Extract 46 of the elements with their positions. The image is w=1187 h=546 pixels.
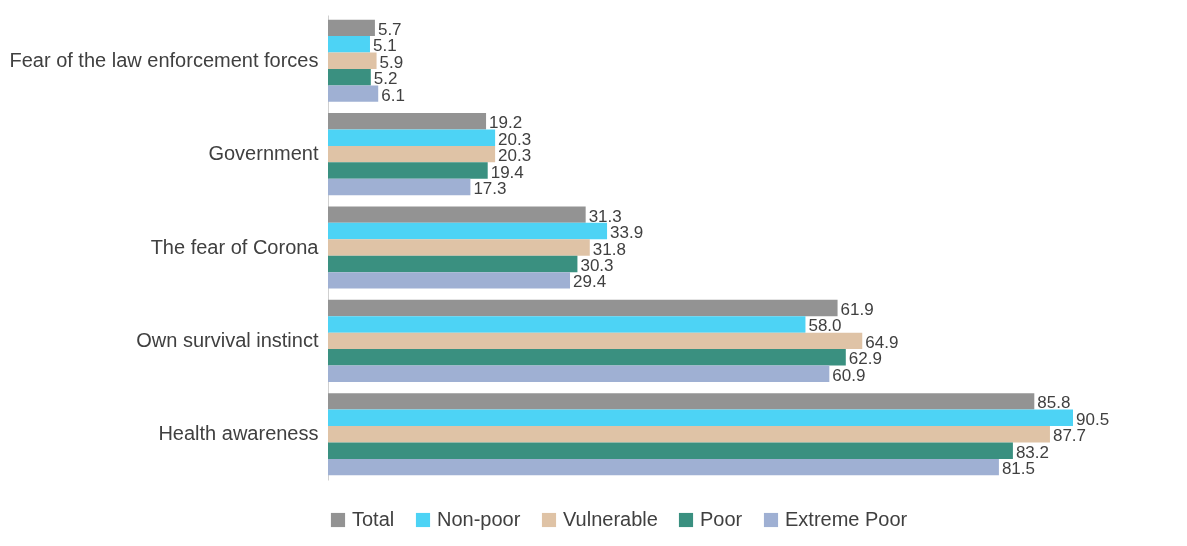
y-tick-label: Health awareness	[158, 422, 319, 445]
bar	[328, 85, 379, 102]
bar	[328, 129, 496, 146]
bar	[328, 349, 846, 366]
data-label: 87.7	[1052, 426, 1087, 446]
bar	[328, 239, 590, 256]
y-tick-label: Fear of the law enforcement forces	[9, 48, 319, 71]
bar	[328, 458, 999, 476]
bar	[328, 206, 586, 223]
bar	[328, 145, 496, 163]
legend-label: Total	[352, 508, 395, 530]
bar	[328, 426, 1050, 443]
data-label: 58.0	[808, 316, 842, 336]
legend-label: Non-poor	[437, 508, 521, 530]
data-label: 90.5	[1076, 409, 1110, 429]
bar	[328, 222, 608, 240]
bar	[328, 19, 375, 37]
bar	[328, 113, 487, 130]
data-label: 81.5	[1001, 459, 1036, 479]
bar	[328, 316, 806, 333]
data-label: 31.3	[588, 206, 622, 226]
data-label: 61.9	[840, 300, 874, 320]
bar	[328, 442, 1013, 459]
data-label: 29.4	[573, 272, 607, 292]
legend-label: Vulnerable	[563, 508, 658, 530]
bar	[328, 36, 370, 53]
bar	[328, 272, 571, 289]
data-label: 5.7	[377, 19, 402, 39]
data-label: 64.9	[865, 332, 899, 352]
bar	[328, 393, 1035, 410]
bar	[328, 255, 578, 273]
bar	[328, 299, 838, 317]
data-label: 83.2	[1015, 442, 1049, 462]
data-label: 85.8	[1037, 393, 1071, 413]
legend-label: Extreme Poor	[785, 508, 908, 530]
bar	[328, 178, 471, 196]
bar	[328, 332, 863, 350]
bar	[328, 68, 371, 86]
legend-label: Poor	[700, 508, 743, 530]
bar	[328, 52, 377, 69]
y-tick-label: Own survival instinct	[136, 328, 319, 351]
bar	[328, 365, 830, 382]
bar	[328, 409, 1073, 427]
y-tick-label: The fear of Corona	[150, 235, 320, 258]
y-tick-label: Government	[208, 142, 319, 165]
bar	[328, 162, 488, 179]
